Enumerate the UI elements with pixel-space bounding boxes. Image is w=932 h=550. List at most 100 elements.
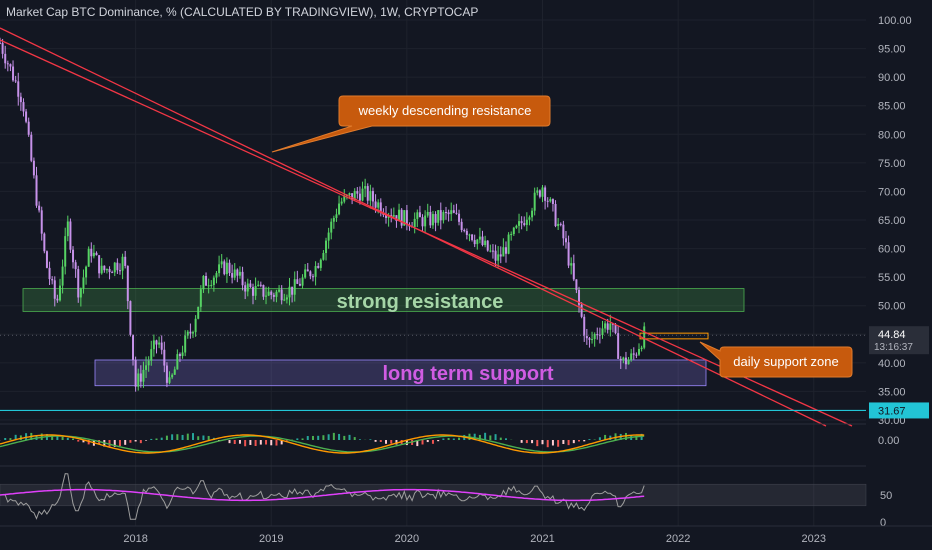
candle-body xyxy=(280,289,283,301)
candle-body xyxy=(356,191,359,194)
candle-body xyxy=(111,272,114,274)
candle-body xyxy=(572,263,575,280)
candle-body xyxy=(165,365,168,383)
candle-body xyxy=(596,334,599,336)
candle-body xyxy=(458,213,461,222)
candle-body xyxy=(152,340,155,350)
candle-body xyxy=(35,175,38,206)
candle-body xyxy=(460,221,463,230)
candle-body xyxy=(51,279,54,281)
candle-body xyxy=(504,247,507,254)
candle-body xyxy=(100,265,103,274)
candle-body xyxy=(38,205,41,211)
candle-body xyxy=(275,291,278,297)
candle-body xyxy=(473,240,476,245)
candle-body xyxy=(327,232,330,241)
candle-body xyxy=(108,268,111,273)
candle-body xyxy=(82,277,85,289)
candle-body xyxy=(395,215,398,222)
candle-body xyxy=(317,266,320,268)
candle-body xyxy=(74,262,77,270)
candle-body xyxy=(585,336,588,339)
descending-callout-box xyxy=(271,95,551,153)
candle-body xyxy=(69,221,72,250)
candle-body xyxy=(32,160,35,176)
candle-body xyxy=(549,199,552,202)
candle-body xyxy=(486,240,489,251)
price-tick-label: 95.00 xyxy=(878,44,906,56)
candle-body xyxy=(168,377,171,383)
candle-body xyxy=(205,275,208,286)
candle-body xyxy=(353,191,356,200)
rsi-line xyxy=(0,473,645,520)
candle-body xyxy=(53,280,56,299)
long-term-support-label: long term support xyxy=(382,363,553,385)
candle-body xyxy=(184,335,187,353)
candle-body xyxy=(298,283,301,286)
candle-body xyxy=(463,229,466,232)
candle-body xyxy=(557,223,560,227)
candle-body xyxy=(491,250,494,252)
candle-body xyxy=(92,252,95,257)
long-term-support-zone xyxy=(94,359,707,387)
candle-body xyxy=(588,338,591,340)
price-tick-label: 85.00 xyxy=(878,101,906,113)
candle-body xyxy=(499,254,502,257)
candle-body xyxy=(27,121,30,135)
candle-body xyxy=(635,354,638,356)
candle-body xyxy=(145,365,148,370)
candle-body xyxy=(591,339,594,341)
rsi-ma-line xyxy=(0,488,645,502)
candle-body xyxy=(434,214,437,223)
candle-body xyxy=(4,53,7,64)
price-tick-label: 90.00 xyxy=(878,72,906,84)
candle-body xyxy=(351,193,354,200)
candle-body xyxy=(476,239,479,245)
candle-body xyxy=(199,289,202,307)
candle-body xyxy=(192,332,195,334)
candle-body xyxy=(178,354,181,356)
candle-body xyxy=(121,256,124,271)
candle-body xyxy=(194,318,197,333)
candle-body xyxy=(361,188,364,201)
candle-body xyxy=(259,284,262,286)
candle-body xyxy=(244,285,247,292)
level-tag xyxy=(869,402,929,419)
candle-body xyxy=(212,277,215,285)
candle-body xyxy=(236,269,239,276)
candle-body xyxy=(210,284,213,286)
candle-body xyxy=(413,218,416,227)
candle-body xyxy=(538,190,541,197)
candle-body xyxy=(163,349,166,366)
price-tick-label: 65.00 xyxy=(878,215,906,227)
candles xyxy=(0,37,646,392)
candle-body xyxy=(444,212,447,214)
candle-body xyxy=(207,285,210,287)
candle-body xyxy=(575,279,578,290)
candle-body xyxy=(525,219,528,225)
candle-body xyxy=(139,373,142,382)
price-tick-label: 55.00 xyxy=(878,272,906,284)
candle-body xyxy=(471,234,474,241)
candle-body xyxy=(272,294,275,297)
price-tick-label: 40.00 xyxy=(878,358,906,370)
candle-body xyxy=(325,240,328,254)
candle-body xyxy=(278,289,281,292)
candle-body xyxy=(484,240,487,246)
candle-body xyxy=(233,269,236,278)
time-tick-label: 2020 xyxy=(395,533,419,545)
candle-body xyxy=(418,212,421,218)
candle-body xyxy=(468,234,471,236)
candle-body xyxy=(58,285,61,301)
candle-body xyxy=(617,333,620,359)
candle-body xyxy=(45,251,48,268)
candle-body xyxy=(619,358,622,361)
candle-body xyxy=(257,284,260,286)
candle-body xyxy=(638,349,641,355)
candle-body xyxy=(48,267,51,280)
candle-body xyxy=(609,323,612,330)
descending-callout-text: weekly descending resistance xyxy=(358,103,532,118)
rsi-tick-label: 0 xyxy=(880,517,886,529)
candle-body xyxy=(301,277,304,286)
